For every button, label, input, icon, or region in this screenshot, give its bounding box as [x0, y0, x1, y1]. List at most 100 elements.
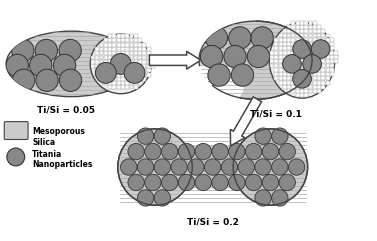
Bar: [143, 77, 146, 81]
Bar: [104, 38, 108, 42]
Bar: [304, 72, 308, 76]
Bar: [108, 81, 112, 85]
Bar: [291, 76, 295, 80]
Bar: [116, 51, 121, 55]
Circle shape: [59, 39, 81, 62]
Bar: [125, 73, 129, 77]
Bar: [287, 81, 291, 85]
Bar: [143, 73, 146, 77]
Bar: [283, 76, 287, 80]
Circle shape: [255, 128, 271, 144]
Circle shape: [12, 69, 35, 92]
Bar: [326, 59, 329, 63]
Bar: [143, 47, 146, 51]
Circle shape: [145, 143, 161, 160]
Bar: [130, 43, 133, 47]
Bar: [304, 81, 308, 85]
Bar: [95, 73, 99, 77]
Bar: [130, 86, 133, 89]
Bar: [317, 89, 321, 93]
Bar: [116, 86, 121, 89]
Bar: [313, 81, 317, 85]
Bar: [138, 64, 142, 68]
Bar: [313, 59, 317, 63]
Circle shape: [272, 190, 288, 206]
Circle shape: [137, 190, 154, 206]
Bar: [91, 64, 95, 68]
Bar: [274, 68, 278, 72]
Bar: [291, 59, 295, 63]
Bar: [300, 89, 304, 93]
Bar: [134, 86, 138, 89]
Bar: [130, 38, 133, 42]
Circle shape: [12, 39, 34, 62]
Bar: [317, 85, 321, 89]
Bar: [317, 55, 321, 59]
Bar: [287, 29, 291, 33]
Bar: [287, 51, 291, 55]
Bar: [321, 68, 325, 72]
Circle shape: [221, 159, 238, 175]
Bar: [95, 60, 99, 64]
Bar: [134, 47, 138, 51]
Bar: [100, 73, 103, 77]
Circle shape: [205, 27, 228, 49]
Bar: [291, 38, 295, 42]
Bar: [134, 51, 138, 55]
Bar: [317, 33, 321, 38]
Bar: [291, 42, 295, 46]
Bar: [317, 72, 321, 76]
Bar: [116, 38, 121, 42]
Bar: [279, 72, 282, 76]
Bar: [296, 59, 300, 63]
Circle shape: [272, 159, 288, 175]
FancyArrow shape: [149, 51, 201, 69]
Bar: [291, 64, 295, 67]
Bar: [304, 25, 308, 29]
Bar: [130, 55, 133, 60]
Bar: [296, 81, 300, 85]
Bar: [308, 21, 313, 25]
Circle shape: [6, 54, 28, 77]
Bar: [313, 72, 317, 76]
Bar: [147, 68, 150, 72]
Bar: [330, 64, 334, 67]
Bar: [300, 38, 304, 42]
Bar: [125, 38, 129, 42]
Bar: [321, 42, 325, 46]
Bar: [134, 68, 138, 72]
Bar: [121, 34, 125, 38]
Bar: [330, 59, 334, 63]
Bar: [308, 38, 313, 42]
Bar: [91, 60, 95, 64]
Bar: [326, 47, 329, 50]
Text: Mesoporous
Silica: Mesoporous Silica: [32, 127, 85, 147]
Bar: [112, 64, 116, 68]
Bar: [134, 38, 138, 42]
Bar: [304, 29, 308, 33]
Bar: [308, 51, 313, 55]
Circle shape: [288, 159, 305, 175]
Circle shape: [201, 45, 223, 68]
Bar: [104, 60, 108, 64]
Bar: [104, 51, 108, 55]
Bar: [274, 51, 278, 55]
Bar: [108, 77, 112, 81]
Bar: [143, 60, 146, 64]
Bar: [147, 60, 150, 64]
Bar: [300, 33, 304, 38]
Bar: [304, 21, 308, 25]
Bar: [125, 86, 129, 89]
Bar: [296, 94, 300, 97]
Bar: [130, 60, 133, 64]
Bar: [121, 51, 125, 55]
Bar: [125, 43, 129, 47]
Bar: [116, 43, 121, 47]
Bar: [287, 33, 291, 38]
Bar: [291, 51, 295, 55]
Bar: [138, 55, 142, 60]
Bar: [121, 60, 125, 64]
Bar: [274, 59, 278, 63]
Circle shape: [293, 69, 311, 88]
Bar: [296, 47, 300, 50]
